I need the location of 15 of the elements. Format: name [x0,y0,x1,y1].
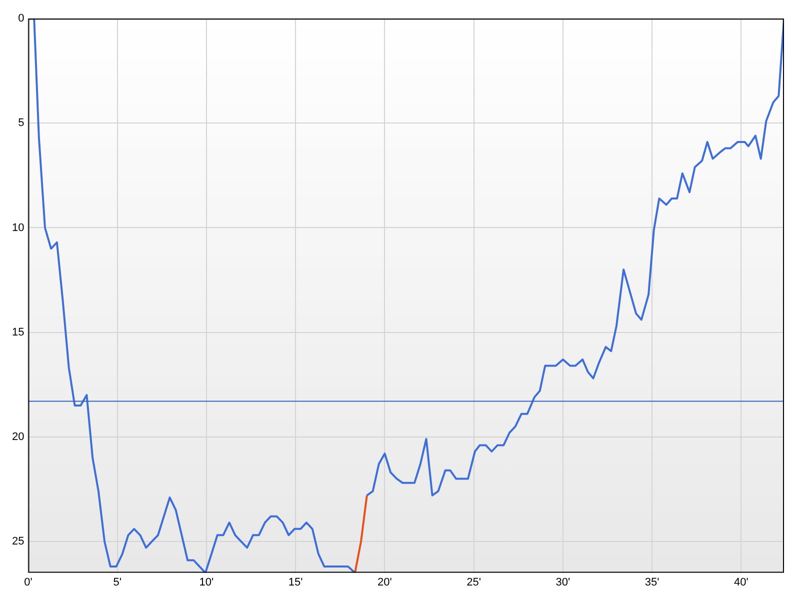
x-tick-label: 40' [734,576,748,588]
x-tick-label: 30' [556,576,570,588]
x-tick-label: 15' [288,576,303,588]
x-tick-label: 25' [466,576,482,588]
y-tick-label: 0 [18,12,24,25]
x-tick-label: 10' [199,576,214,588]
y-tick-label: 10 [12,222,24,234]
x-tick-label: 20' [378,576,392,588]
y-tick-label: 20 [12,430,24,443]
x-tick-label: 35' [644,576,660,588]
y-tick-label: 15 [12,326,24,338]
y-tick-label: 25 [12,535,24,548]
x-tick-label: 5' [113,576,122,588]
y-tick-label: 5 [18,117,24,130]
x-tick-label: 0' [24,576,32,588]
